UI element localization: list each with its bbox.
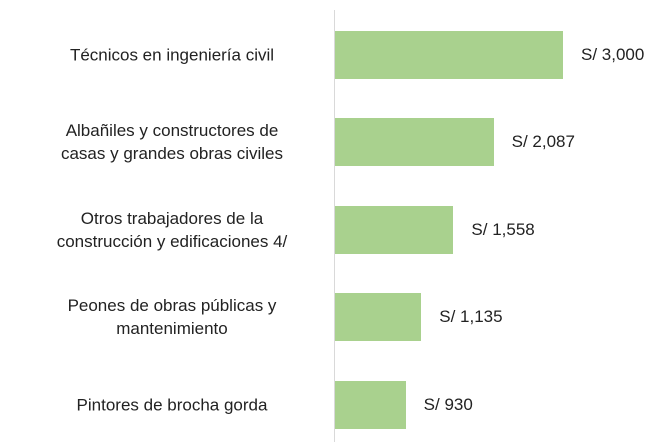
category-label: Peones de obras públicas y mantenimiento [67,296,277,339]
value-label: S/ 930 [423,394,473,414]
bar [335,293,422,342]
bar [335,118,494,167]
value-label: S/ 1,558 [471,219,535,239]
bar [335,30,563,79]
value-label: S/ 3,000 [581,44,645,64]
value-label: S/ 2,087 [511,132,575,152]
category-label: Pintores de brocha gorda [76,395,268,415]
category-axis [334,10,335,442]
category-label: Técnicos en ingeniería civil [69,45,275,65]
bar [335,380,406,429]
category-label: Albañiles y constructores de casas y gra… [60,121,284,164]
category-label: Otros trabajadores de la construcción y … [56,208,288,251]
bar [335,205,454,254]
value-label: S/ 1,135 [439,307,503,327]
